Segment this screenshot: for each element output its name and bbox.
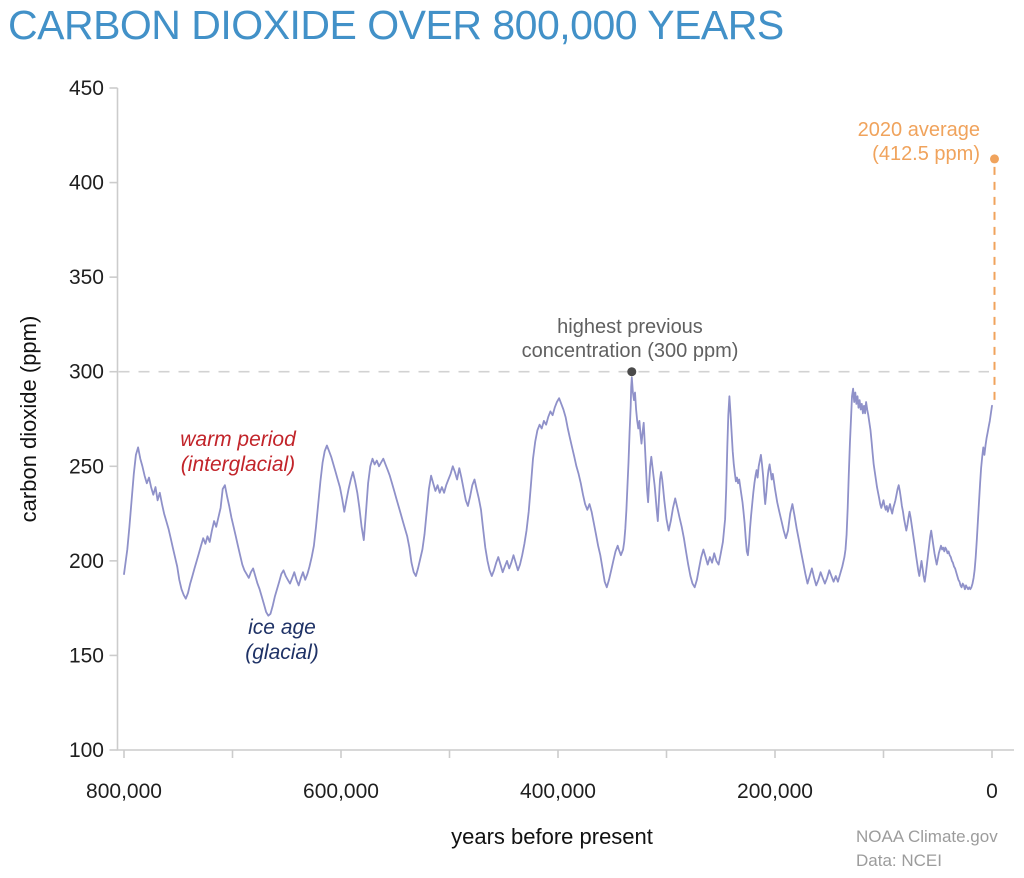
annotation-2020-average: 2020 average (412.5 ppm) [858,119,980,166]
annotation-warm-period-line1: warm period [180,428,296,451]
annotation-highest-previous: highest previous concentration (300 ppm) [522,316,739,363]
marker-dot-2020-average [990,154,999,164]
y-tick-label: 250 [69,455,104,478]
annotation-warm-period-line2: (interglacial) [180,452,296,476]
co2-series-line [123,376,993,617]
y-tick-label: 300 [69,361,104,384]
annotation-highest-previous-line2: concentration (300 ppm) [521,339,739,362]
annotation-warm-period: warm period (interglacial) [180,428,296,478]
x-tick-label: 0 [986,780,998,803]
y-tick-label: 450 [69,77,104,100]
x-tick-label: 200,000 [737,780,813,803]
annotation-ice-age: ice age (glacial) [245,616,319,666]
attribution: NOAA Climate.gov Data: NCEI [856,825,998,873]
annotation-ice-age-line2: (glacial) [245,640,319,664]
x-tick-label: 800,000 [86,780,162,803]
y-axis-title: carbon dioxide (ppm) [16,315,41,523]
x-tick-label: 400,000 [520,780,596,803]
marker-dot-highest-previous-concentration [627,367,637,377]
y-tick-label: 100 [69,739,104,762]
attribution-source: NOAA Climate.gov [856,827,998,846]
annotation-ice-age-line1: ice age [248,616,316,639]
y-tick-label: 150 [69,644,104,667]
y-tick-label: 350 [69,266,104,289]
annotation-highest-previous-line1: highest previous [557,316,703,338]
chart-title: CARBON DIOXIDE OVER 800,000 YEARS [8,2,784,48]
y-tick-label: 400 [69,172,104,195]
annotation-2020-average-line2: (412.5 ppm) [872,142,980,165]
y-tick-label: 200 [69,550,104,573]
annotation-2020-average-line1: 2020 average [857,119,980,141]
x-tick-label: 600,000 [303,780,379,803]
x-axis-title: years before present [451,824,653,849]
attribution-data: Data: NCEI [856,850,942,870]
